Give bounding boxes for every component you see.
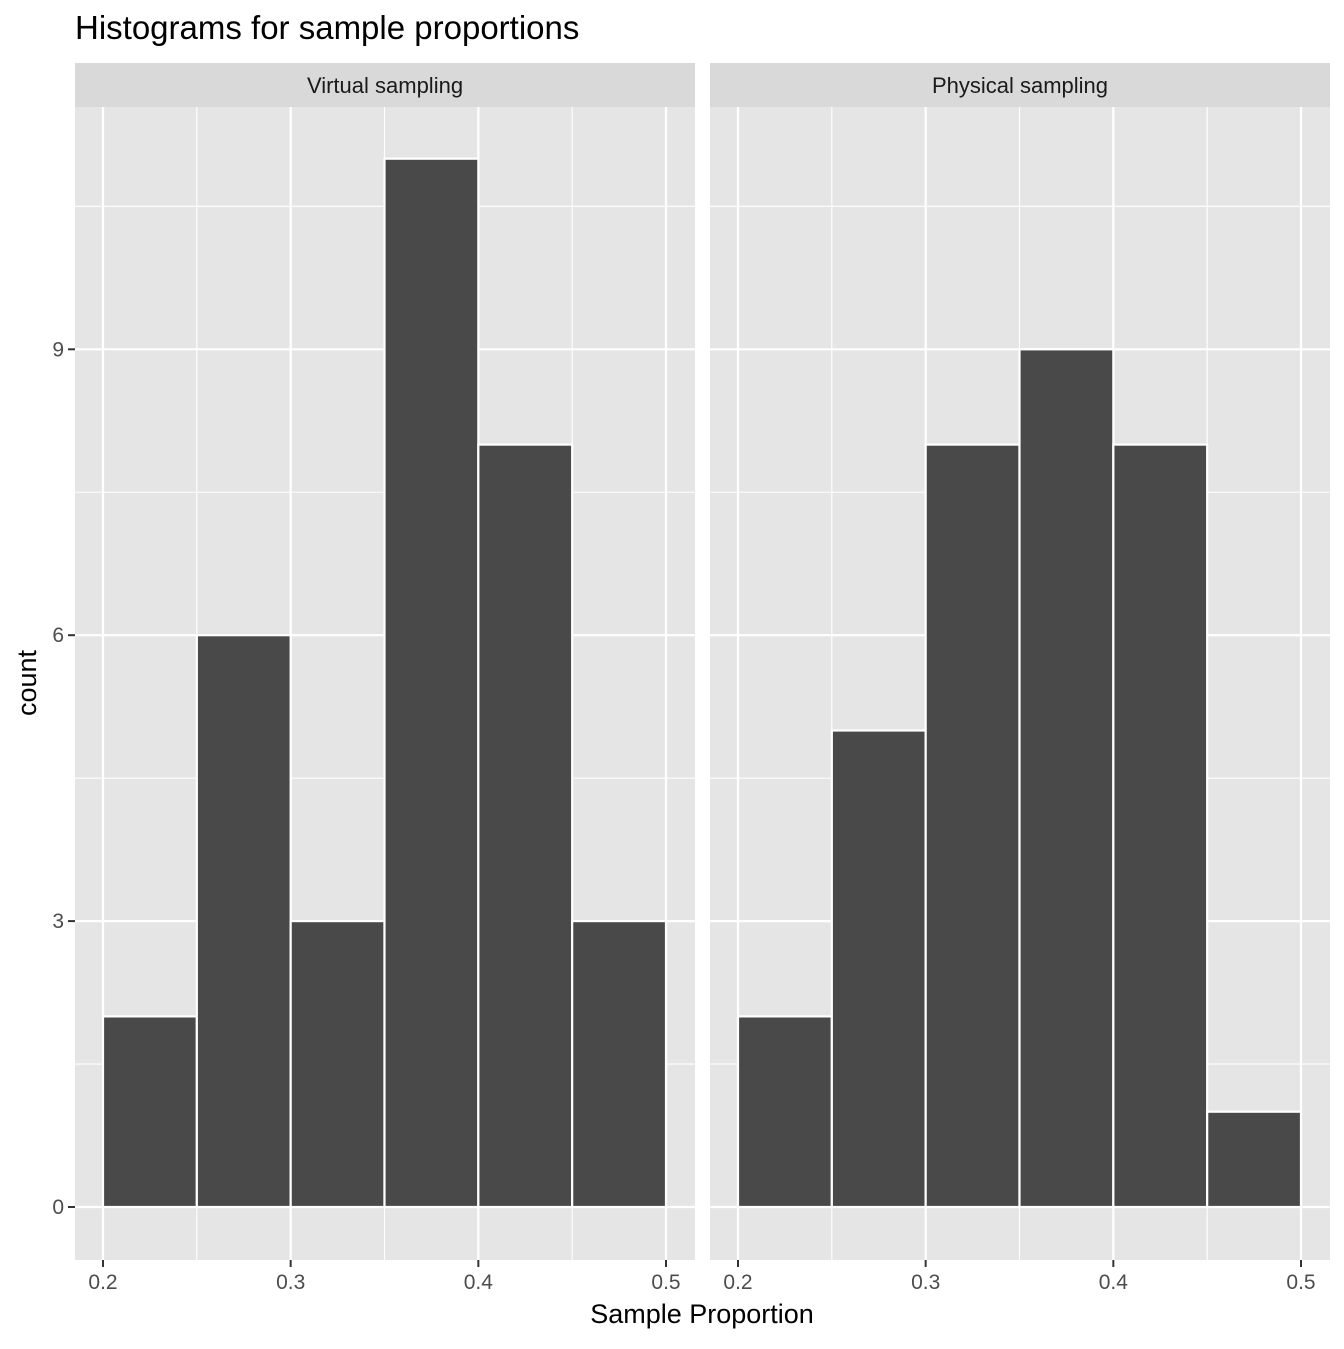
y-tick-label: 9 (52, 338, 64, 361)
histogram-bar (383, 157, 480, 1209)
facet-panels: Virtual sampling 0.2 0.3 0.4 0.5 0 3 6 9 Physical… (52, 63, 1330, 1294)
panel-1: Virtual sampling 0.2 0.3 0.4 0.5 0 3 6 9 (52, 63, 695, 1294)
x-tick-label: 0.4 (464, 1271, 494, 1294)
histogram-bar (830, 729, 927, 1209)
facet-strip (75, 63, 695, 107)
histogram-bar (736, 1015, 833, 1209)
y-tick-label: 3 (52, 910, 64, 933)
x-axis-title: Sample Proportion (590, 1299, 814, 1329)
facet-strip-label: Virtual sampling (307, 73, 463, 98)
x-tick-label: 0.2 (88, 1271, 117, 1294)
x-tick-label: 0.3 (911, 1271, 940, 1294)
y-tick-label: 0 (52, 1196, 64, 1219)
histogram-bar (1206, 1110, 1303, 1209)
histogram-bar (571, 919, 668, 1209)
y-axis-title: count (12, 649, 42, 716)
y-tick-label: 6 (52, 624, 64, 647)
histogram-bar (195, 634, 292, 1209)
facet-strip (710, 63, 1330, 107)
x-tick-label: 0.4 (1099, 1271, 1129, 1294)
histogram-bar (477, 443, 574, 1209)
x-tick-label: 0.5 (651, 1271, 680, 1294)
histogram-bar (1112, 443, 1209, 1209)
facet-strip-label: Physical sampling (932, 73, 1108, 98)
panel-2: Physical sampling 0.2 0.3 0.4 0.5 (710, 63, 1330, 1294)
chart-title: Histograms for sample proportions (75, 9, 579, 46)
x-tick-label: 0.3 (276, 1271, 305, 1294)
histogram-bar (924, 443, 1021, 1209)
histogram-bar (1018, 348, 1115, 1209)
x-tick-label: 0.5 (1286, 1271, 1315, 1294)
histogram-bar (289, 919, 386, 1209)
histogram-bar (101, 1015, 198, 1209)
x-tick-label: 0.2 (723, 1271, 752, 1294)
